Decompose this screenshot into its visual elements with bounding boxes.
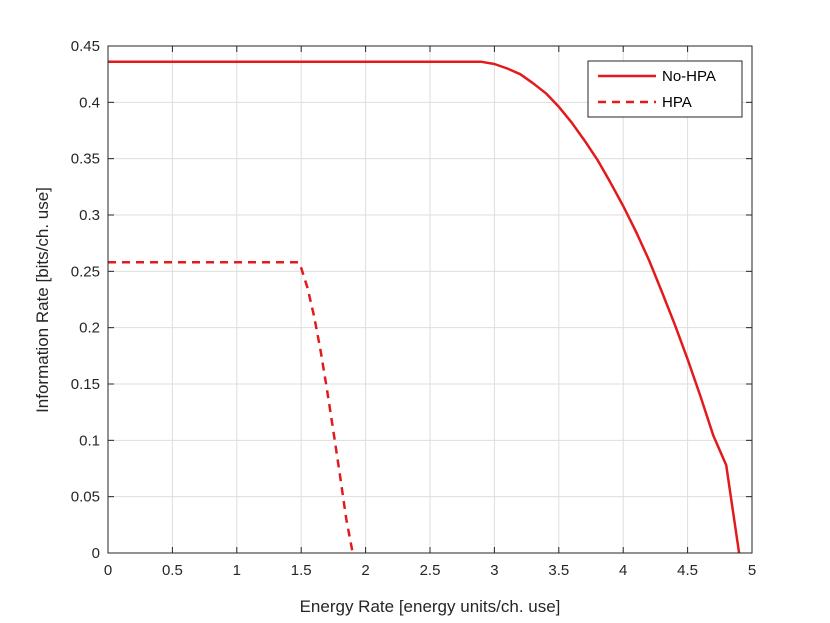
legend: No-HPA HPA xyxy=(587,60,743,118)
series-layer xyxy=(108,60,741,554)
y-tick-label: 0.05 xyxy=(71,489,100,506)
y-tick-label: 0.35 xyxy=(71,151,100,168)
y-tick-label: 0.25 xyxy=(71,263,100,280)
x-tick-label: 4.5 xyxy=(677,562,698,579)
y-axis-label: Information Rate [bits/ch. use] xyxy=(33,187,52,413)
legend-label-no-hpa: No-HPA xyxy=(662,68,716,85)
x-tick-label: 1 xyxy=(233,562,241,579)
y-tick-label: 0.3 xyxy=(79,207,100,224)
x-tick-label: 3 xyxy=(490,562,498,579)
ticks xyxy=(107,45,753,554)
x-tick-label: 5 xyxy=(748,562,756,579)
y-tick-label: 0.45 xyxy=(71,38,100,55)
x-tick-label: 0 xyxy=(104,562,112,579)
y-tick-label: 0.2 xyxy=(79,320,100,337)
x-tick-label: 2.5 xyxy=(420,562,441,579)
x-axis-label: Energy Rate [energy units/ch. use] xyxy=(300,597,561,616)
series-line-no-hpa xyxy=(108,60,741,554)
x-tick-label: 4 xyxy=(619,562,627,579)
x-tick-label: 1.5 xyxy=(291,562,312,579)
tick-labels: 0 0.5 1 1.5 2 2.5 3 3.5 4 4.5 5 0 0.05 0.1 0.15 0.2 0.25… xyxy=(71,38,756,579)
legend-box xyxy=(587,60,743,118)
y-tick-label: 0 xyxy=(92,545,100,562)
y-tick-label: 0.4 xyxy=(79,94,100,111)
series-line-hpa xyxy=(108,261,354,554)
legend-label-hpa: HPA xyxy=(662,94,692,111)
y-tick-label: 0.15 xyxy=(71,376,100,393)
x-tick-label: 3.5 xyxy=(548,562,569,579)
x-tick-label: 2 xyxy=(361,562,369,579)
x-tick-label: 0.5 xyxy=(162,562,183,579)
y-tick-label: 0.1 xyxy=(79,432,100,449)
